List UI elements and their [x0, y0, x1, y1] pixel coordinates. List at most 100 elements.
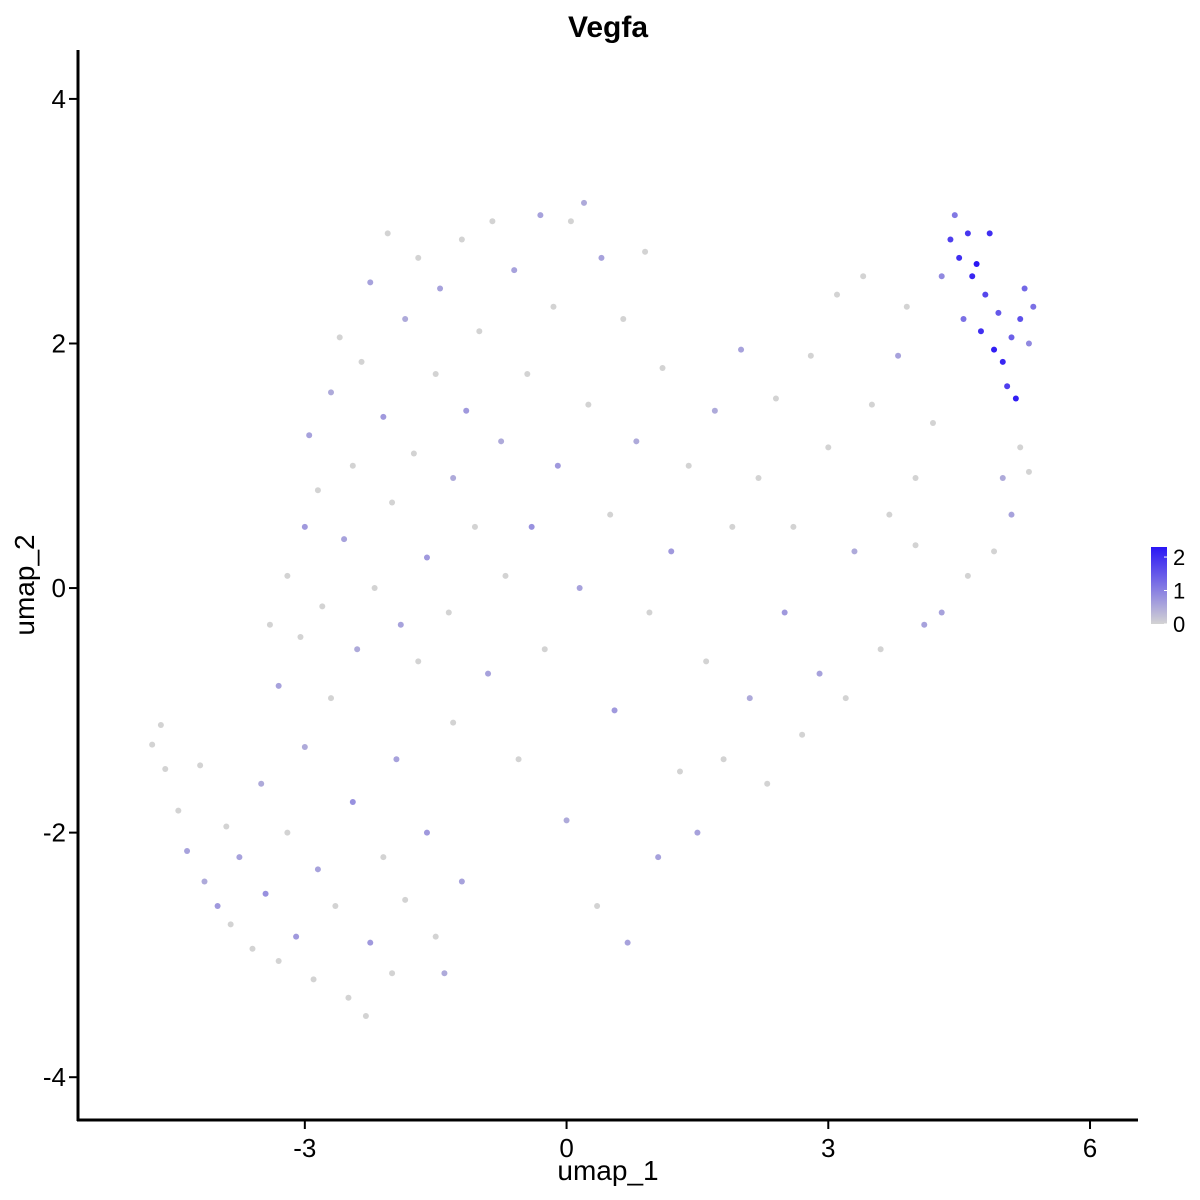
data-point — [380, 854, 387, 861]
data-point — [676, 768, 683, 775]
data-point — [306, 432, 313, 439]
y-tick-label: 4 — [52, 84, 66, 114]
data-point — [594, 903, 601, 909]
data-point — [585, 401, 592, 408]
data-point — [973, 261, 980, 267]
data-point — [633, 438, 640, 445]
y-tick-label: -4 — [43, 1062, 66, 1092]
data-point — [598, 254, 605, 261]
data-point — [423, 829, 430, 836]
data-point — [450, 719, 457, 726]
data-point — [328, 389, 335, 396]
data-point — [1025, 340, 1032, 347]
data-point — [402, 316, 409, 323]
data-point — [816, 670, 823, 677]
data-point — [746, 695, 753, 702]
data-point — [903, 303, 910, 310]
colorbar-label: 2 — [1173, 545, 1185, 570]
data-point — [764, 780, 771, 787]
data-point — [720, 756, 727, 763]
data-point — [284, 572, 291, 579]
x-tick-label: 0 — [559, 1133, 573, 1163]
data-point — [842, 695, 849, 702]
data-point — [995, 309, 1002, 316]
data-point — [982, 291, 989, 298]
data-point — [912, 542, 919, 549]
data-point — [201, 878, 208, 885]
data-point — [367, 279, 374, 286]
data-point — [668, 548, 675, 555]
data-point — [197, 762, 204, 769]
data-point — [275, 682, 282, 689]
scatter-points — [149, 199, 1037, 1020]
data-point — [389, 970, 396, 977]
data-point — [301, 744, 308, 751]
data-point — [1017, 316, 1024, 323]
data-point — [297, 633, 304, 640]
data-point — [999, 358, 1006, 365]
x-tick-label: 3 — [821, 1133, 835, 1163]
data-point — [929, 419, 936, 426]
data-point — [349, 462, 356, 469]
data-point — [266, 621, 273, 628]
data-point — [332, 903, 339, 909]
data-point — [834, 291, 841, 298]
data-point — [921, 621, 928, 628]
x-axis-label: umap_1 — [557, 1155, 658, 1186]
y-tick-label: -2 — [43, 818, 66, 848]
y-tick-label: 0 — [52, 573, 66, 603]
data-point — [895, 352, 902, 359]
data-point — [964, 572, 971, 579]
data-point — [886, 511, 893, 518]
data-point — [868, 401, 875, 408]
data-point — [646, 609, 653, 616]
data-point — [314, 866, 321, 873]
data-point — [184, 847, 191, 854]
y-tick-label: 2 — [52, 328, 66, 358]
colorbar-labels: 2 1 0 — [1164, 545, 1185, 637]
y-axis-ticks: -4 -2 0 2 4 — [43, 84, 78, 1092]
data-point — [258, 780, 265, 787]
data-point — [450, 475, 457, 481]
data-point — [362, 1013, 369, 1020]
data-point — [607, 511, 614, 518]
data-point — [986, 230, 993, 237]
data-point — [851, 548, 858, 555]
data-point — [149, 741, 156, 748]
data-point — [162, 766, 169, 773]
colorbar-label: 1 — [1173, 579, 1185, 604]
data-point — [550, 303, 557, 310]
data-point — [458, 236, 465, 243]
data-point — [581, 199, 588, 206]
color-legend: 2 1 0 — [1151, 545, 1185, 637]
data-point — [703, 658, 710, 665]
data-point — [969, 273, 976, 280]
data-point — [371, 585, 378, 592]
data-point — [437, 285, 444, 292]
data-point — [642, 248, 649, 255]
data-point — [960, 316, 967, 323]
data-point — [485, 670, 492, 677]
data-point — [938, 273, 945, 280]
data-point — [402, 896, 409, 903]
data-point — [1021, 285, 1028, 292]
data-point — [947, 236, 954, 243]
data-point — [1017, 444, 1024, 451]
data-point — [384, 230, 391, 237]
data-point — [563, 817, 570, 824]
colorbar-label: 0 — [1173, 612, 1185, 637]
data-point — [991, 548, 998, 555]
data-point — [781, 609, 788, 616]
data-point — [423, 554, 430, 561]
data-point — [345, 994, 352, 1001]
data-point — [1025, 468, 1032, 475]
data-point — [458, 878, 465, 885]
data-point — [380, 413, 387, 420]
x-axis-ticks: -3 0 3 6 — [293, 1120, 1097, 1163]
data-point — [528, 523, 535, 530]
data-point — [951, 212, 958, 219]
data-point — [611, 707, 618, 714]
data-point — [511, 267, 518, 274]
data-point — [541, 646, 548, 653]
data-point — [515, 756, 522, 763]
